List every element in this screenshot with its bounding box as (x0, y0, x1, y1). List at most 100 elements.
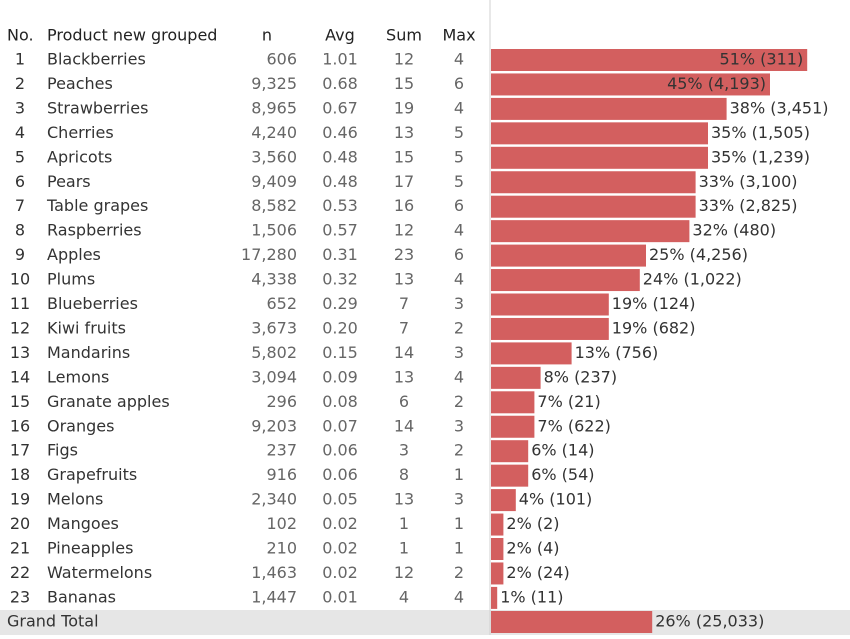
bar (491, 342, 572, 365)
bar-label: 38% (3,451) (730, 98, 829, 117)
cell: 4 (454, 98, 464, 117)
cell: 12 (394, 50, 414, 69)
cell: 12 (10, 318, 30, 337)
cell: 3,560 (251, 147, 297, 166)
cell: 12 (394, 221, 414, 240)
product-name: Apples (47, 245, 101, 264)
cell: 1,463 (251, 563, 297, 582)
product-name: Mangoes (47, 514, 119, 533)
bar (491, 538, 504, 560)
cell: 3 (399, 441, 409, 460)
product-name: Mandarins (47, 343, 130, 362)
cell: 13 (394, 367, 414, 386)
cell: 1 (454, 514, 464, 533)
product-name: Watermelons (47, 563, 152, 582)
bar (491, 244, 646, 267)
cell: 916 (266, 465, 297, 484)
cell: 23 (10, 587, 30, 606)
bar (491, 49, 808, 71)
grand-total-label: Grand Total (7, 612, 99, 631)
cell: 18 (10, 465, 30, 484)
bar (491, 366, 541, 389)
cell: 4 (454, 367, 464, 386)
cell: 5 (454, 123, 464, 142)
cell: 2 (454, 392, 464, 411)
cell: 6 (454, 196, 464, 215)
product-name: Melons (47, 490, 103, 509)
product-name: Granate apples (47, 392, 170, 411)
bar-label: 35% (1,239) (711, 147, 810, 166)
cell: 0.09 (322, 367, 358, 386)
cell: 0.02 (322, 539, 358, 558)
cell: 6 (454, 74, 464, 93)
cell: 13 (394, 270, 414, 289)
bar (491, 415, 535, 438)
cell: 237 (266, 441, 297, 460)
cell: 3 (454, 294, 464, 313)
cell: 1.01 (322, 50, 358, 69)
bar (491, 586, 498, 609)
cell: 4,240 (251, 123, 297, 142)
product-name: Peaches (47, 74, 113, 93)
cell: 13 (394, 123, 414, 142)
bar-label: 19% (124) (612, 294, 696, 313)
cell: 3,094 (251, 367, 297, 386)
bar-label: 2% (24) (506, 563, 569, 582)
column-header: Max (442, 26, 475, 45)
cell: 8,965 (251, 98, 297, 117)
bar (491, 122, 708, 145)
cell: 4 (15, 123, 25, 142)
cell: 210 (266, 539, 297, 558)
cell: 17,280 (241, 245, 297, 264)
cell: 5 (15, 147, 25, 166)
cell: 3 (454, 416, 464, 435)
bar-label: 33% (2,825) (699, 196, 798, 215)
cell: 0.15 (322, 343, 358, 362)
cell: 4 (454, 587, 464, 606)
cell: 606 (266, 50, 297, 69)
cell: 5,802 (251, 343, 297, 362)
cell: 0.08 (322, 392, 358, 411)
bar-label: 32% (480) (692, 221, 776, 240)
bar (491, 464, 529, 487)
bar-label: 19% (682) (612, 318, 696, 337)
cell: 4 (454, 221, 464, 240)
product-name: Apricots (47, 147, 112, 166)
column-header: Sum (386, 26, 422, 45)
cell: 13 (10, 343, 30, 362)
cell: 1 (399, 539, 409, 558)
cell: 21 (10, 539, 30, 558)
cell: 9,325 (251, 74, 297, 93)
cell: 12 (394, 563, 414, 582)
product-name: Oranges (47, 416, 114, 435)
bar (491, 73, 770, 96)
bar-label: 1% (11) (500, 587, 563, 606)
cell: 0.31 (322, 245, 358, 264)
cell: 8,582 (251, 196, 297, 215)
cell: 8 (399, 465, 409, 484)
bar-label: 26% (25,033) (655, 612, 764, 631)
cell: 11 (10, 294, 30, 313)
cell: 15 (10, 392, 30, 411)
cell: 14 (394, 343, 414, 362)
bar-label: 2% (2) (506, 514, 559, 533)
product-name: Cherries (47, 123, 114, 142)
cell: 15 (394, 74, 414, 93)
cell: 0.48 (322, 147, 358, 166)
cell: 0.48 (322, 172, 358, 191)
cell: 2 (454, 441, 464, 460)
cell: 0.68 (322, 74, 358, 93)
cell: 1 (454, 539, 464, 558)
cell: 6 (15, 172, 25, 191)
cell: 3,673 (251, 318, 297, 337)
cell: 17 (10, 441, 30, 460)
cell: 3 (454, 490, 464, 509)
cell: 2 (15, 74, 25, 93)
cell: 0.06 (322, 441, 358, 460)
bar (491, 440, 529, 463)
bar (491, 195, 696, 218)
cell: 16 (394, 196, 414, 215)
bar-label: 7% (21) (537, 392, 600, 411)
cell: 19 (394, 98, 414, 117)
cell: 0.32 (322, 270, 358, 289)
